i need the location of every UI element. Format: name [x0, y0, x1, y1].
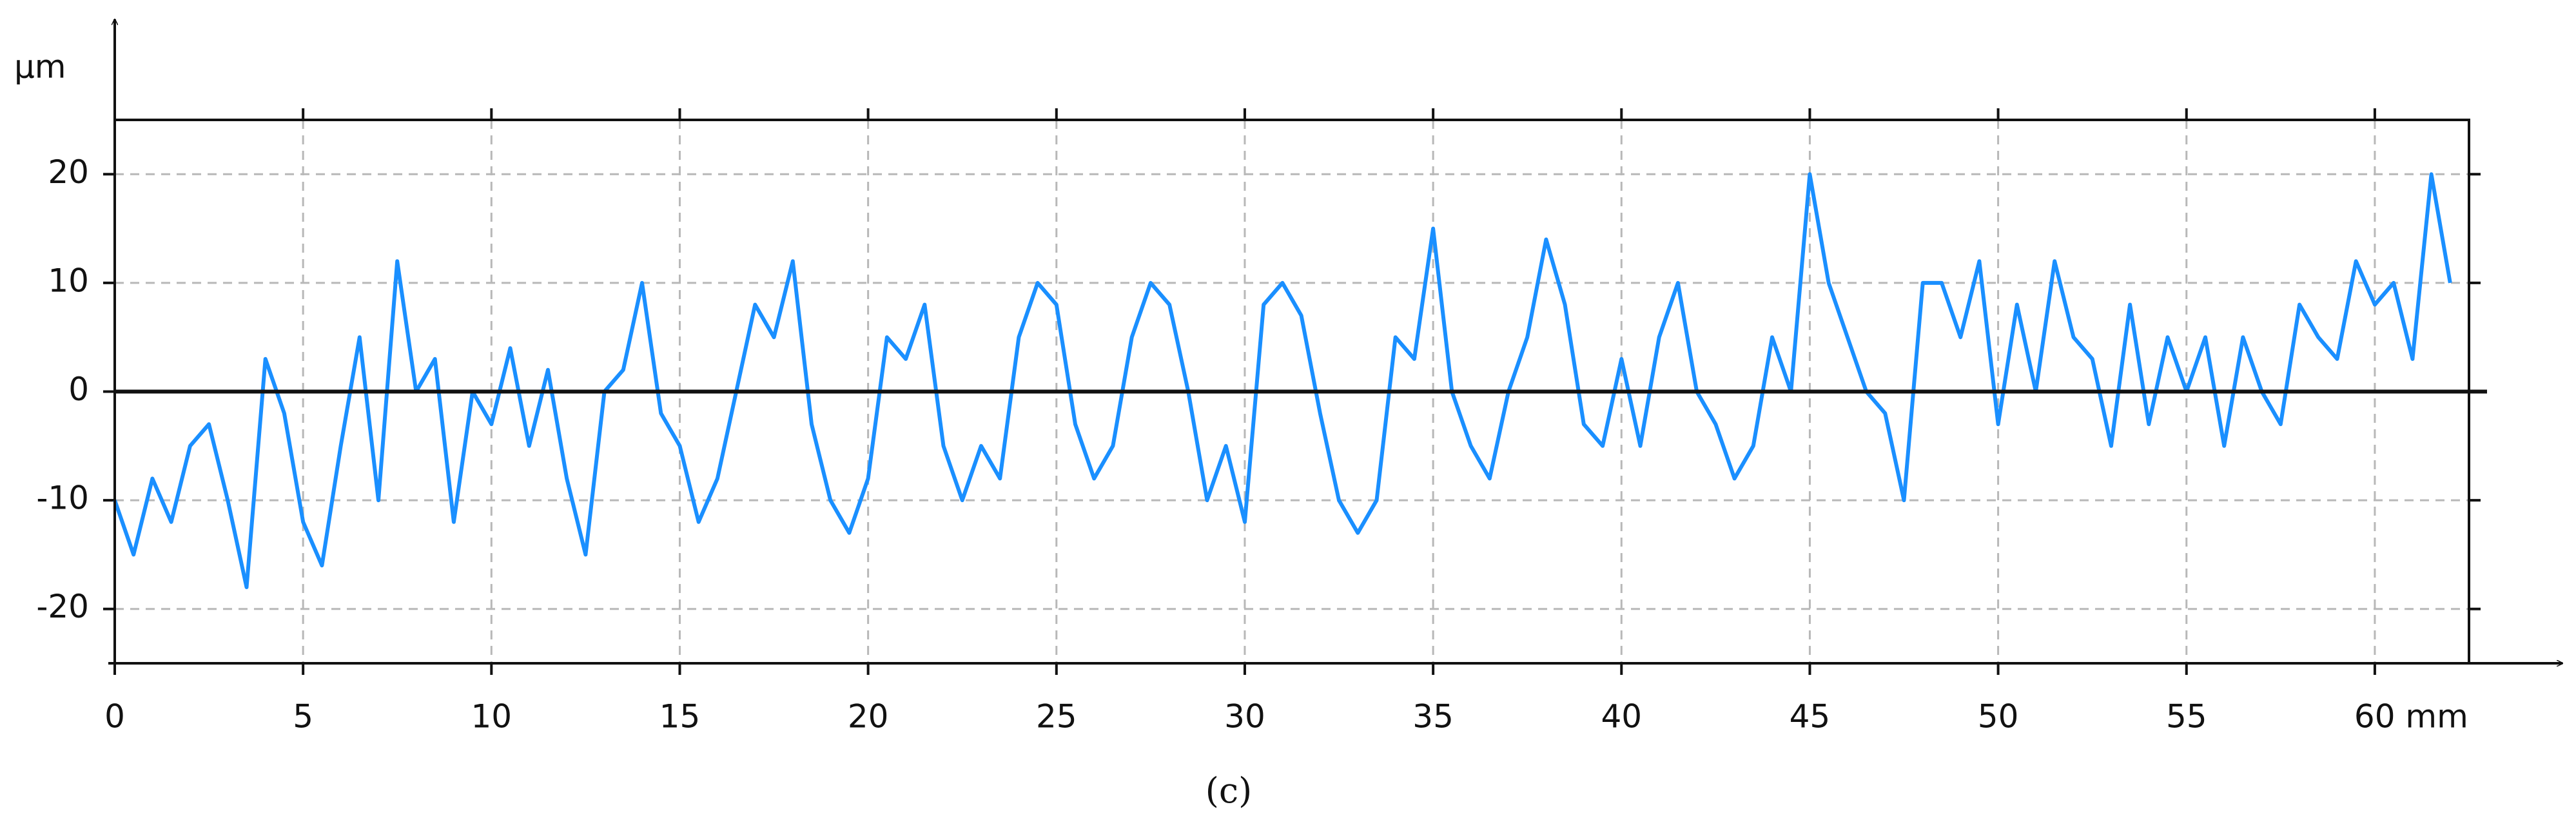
x-tick-label: 20: [848, 698, 889, 735]
profile-line: [113, 172, 2452, 589]
caption: (c): [1205, 770, 1252, 811]
x-tick-label: 45: [1790, 698, 1831, 735]
x-tick-label: 60 mm: [2354, 698, 2468, 735]
x-tick-label: 25: [1036, 698, 1077, 735]
x-tick-label: 40: [1601, 698, 1642, 735]
x-tick-label: 30: [1224, 698, 1265, 735]
x-tick-label: 50: [1978, 698, 2019, 735]
y-tick-label: 10: [48, 262, 89, 299]
x-tick-label: 0: [104, 698, 125, 735]
x-tick-label: 55: [2166, 698, 2207, 735]
x-tick-label: 15: [659, 698, 701, 735]
x-tick-label: 10: [471, 698, 512, 735]
y-unit: µm: [14, 48, 66, 86]
y-tick-label: 0: [68, 371, 89, 408]
x-tick-label: 35: [1412, 698, 1454, 735]
y-tick-label: -20: [36, 588, 89, 625]
x-tick-label: 5: [293, 698, 313, 735]
y-tick-label: 20: [48, 153, 89, 191]
y-tick-label: -10: [36, 480, 89, 517]
